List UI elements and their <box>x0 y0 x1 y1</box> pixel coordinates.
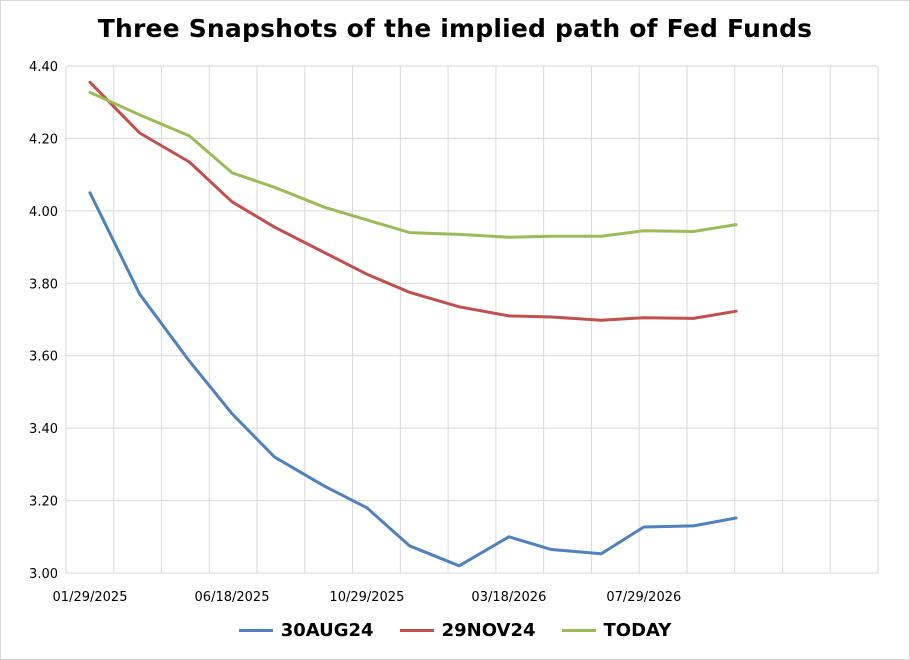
y-tick-label: 3.60 <box>29 350 58 365</box>
chart-title: Three Snapshots of the implied path of F… <box>97 14 813 43</box>
legend: 30AUG24 29NOV24 TODAY <box>0 620 910 641</box>
legend-swatch <box>399 629 434 632</box>
x-tick-label: 10/29/2025 <box>329 590 404 605</box>
legend-item: TODAY <box>561 620 672 641</box>
y-tick-label: 4.00 <box>29 205 58 220</box>
legend-label: 30AUG24 <box>280 620 374 641</box>
y-tick-label: 4.20 <box>29 132 58 147</box>
legend-label: TODAY <box>603 620 672 641</box>
y-tick-label: 3.20 <box>29 495 58 510</box>
y-tick-label: 3.00 <box>29 567 58 582</box>
x-tick-label: 01/29/2025 <box>53 590 128 605</box>
legend-label: 29NOV24 <box>441 620 536 641</box>
x-tick-label: 07/29/2026 <box>606 590 681 605</box>
x-tick-label: 03/18/2026 <box>471 590 546 605</box>
series-line-30aug24 <box>88 191 738 568</box>
x-tick-label: 06/18/2025 <box>195 590 270 605</box>
legend-swatch <box>561 629 596 632</box>
legend-item: 30AUG24 <box>238 620 374 641</box>
y-tick-label: 3.80 <box>29 277 58 292</box>
series-line-today <box>88 90 738 239</box>
legend-item: 29NOV24 <box>399 620 536 641</box>
legend-swatch <box>238 629 273 632</box>
series-line-29nov24 <box>88 80 738 322</box>
y-tick-label: 4.40 <box>29 60 58 75</box>
y-tick-label: 3.40 <box>29 422 58 437</box>
